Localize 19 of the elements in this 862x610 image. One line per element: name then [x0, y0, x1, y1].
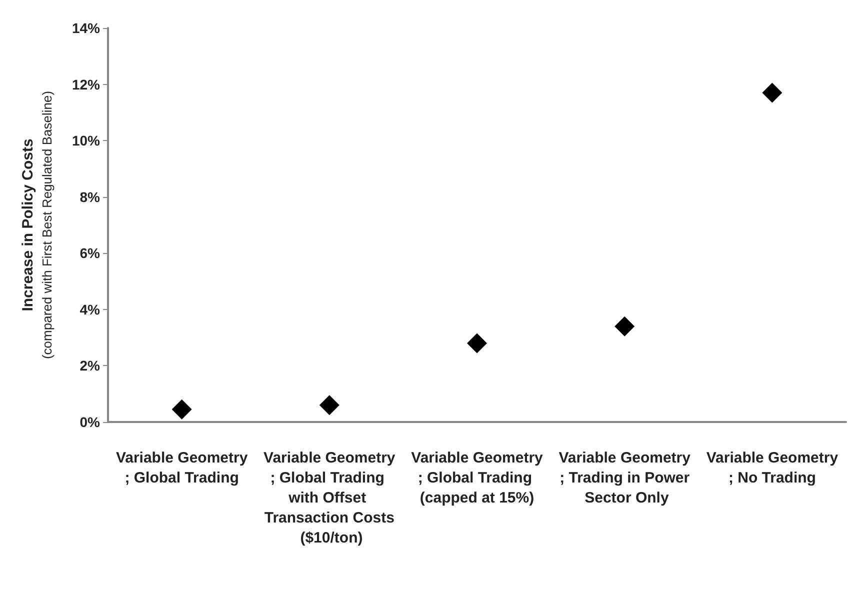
y-tick-label: 8%	[80, 188, 101, 205]
y-tick-label: 2%	[80, 358, 101, 374]
x-tick-label: Variable Geometry; Global Trading (capped at 15%)	[411, 450, 544, 506]
x-tick-label: Variable Geometry; No Trading	[706, 450, 839, 486]
point	[467, 333, 487, 354]
y-tick-label: 14%	[72, 20, 101, 36]
y-axis-title: Increase in Policy Costs (compared with First Best Regulated Baseline)	[20, 90, 54, 360]
point	[172, 399, 192, 420]
point	[762, 82, 782, 103]
x-tick-label: Variable Geometry; Global Trading	[116, 450, 248, 486]
y-tick-label: 10%	[72, 132, 101, 149]
y-tick-label: 6%	[80, 245, 101, 262]
y-tick-label: 12%	[72, 76, 101, 92]
y-tick-label: 0%	[80, 414, 101, 430]
point	[614, 316, 635, 336]
x-tick-label: Variable Geometry; Trading in Power Sector Only	[558, 450, 692, 506]
x-tick-label: Variable Geometry; Global Trading with Offset Transaction Costs ($10/ton)	[264, 450, 396, 546]
point	[319, 395, 340, 416]
y-tick-label: 4%	[80, 301, 101, 318]
